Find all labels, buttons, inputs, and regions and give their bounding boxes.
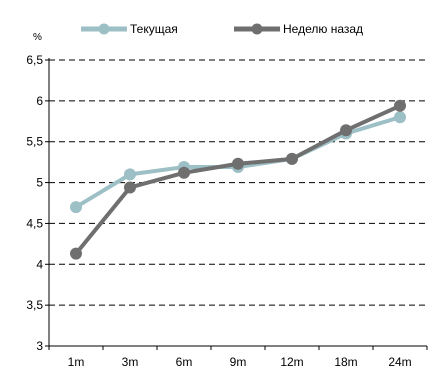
data-point-current: [70, 201, 82, 214]
data-point-current: [124, 168, 136, 181]
data-point-current: [394, 111, 406, 124]
data-point-week-ago: [340, 124, 352, 137]
y-tick-label: 6: [36, 94, 43, 108]
y-unit-label: %: [33, 32, 42, 43]
x-tick-label: 6m: [176, 355, 193, 369]
x-tick-label: 1m: [68, 355, 85, 369]
x-tick-label: 9m: [230, 355, 247, 369]
data-point-week-ago: [232, 157, 244, 170]
x-tick-label: 12m: [280, 355, 303, 369]
y-tick-label: 6,5: [26, 53, 43, 67]
legend: Текущая Неделю назад: [81, 22, 363, 36]
data-point-week-ago: [286, 152, 298, 165]
data-point-week-ago: [178, 166, 190, 179]
data-point-week-ago: [124, 181, 136, 194]
y-tick-label: 5,5: [26, 135, 43, 149]
x-tick-label: 3m: [122, 355, 139, 369]
legend-swatch-marker-week-ago: [251, 23, 263, 35]
legend-label-current: Текущая: [130, 22, 178, 36]
legend-swatch-marker-current: [98, 23, 110, 35]
y-tick-label: 3: [36, 339, 43, 353]
y-tick-label: 3,5: [26, 298, 43, 312]
y-tick-label: 4,5: [26, 216, 43, 230]
legend-label-week-ago: Неделю назад: [283, 22, 363, 36]
x-tick-label: 18m: [334, 355, 357, 369]
y-tick-label: 5: [36, 176, 43, 190]
x-tick-label: 24m: [388, 355, 411, 369]
data-point-week-ago: [394, 99, 406, 112]
y-tick-label: 4: [36, 257, 43, 271]
data-point-week-ago: [70, 247, 82, 260]
